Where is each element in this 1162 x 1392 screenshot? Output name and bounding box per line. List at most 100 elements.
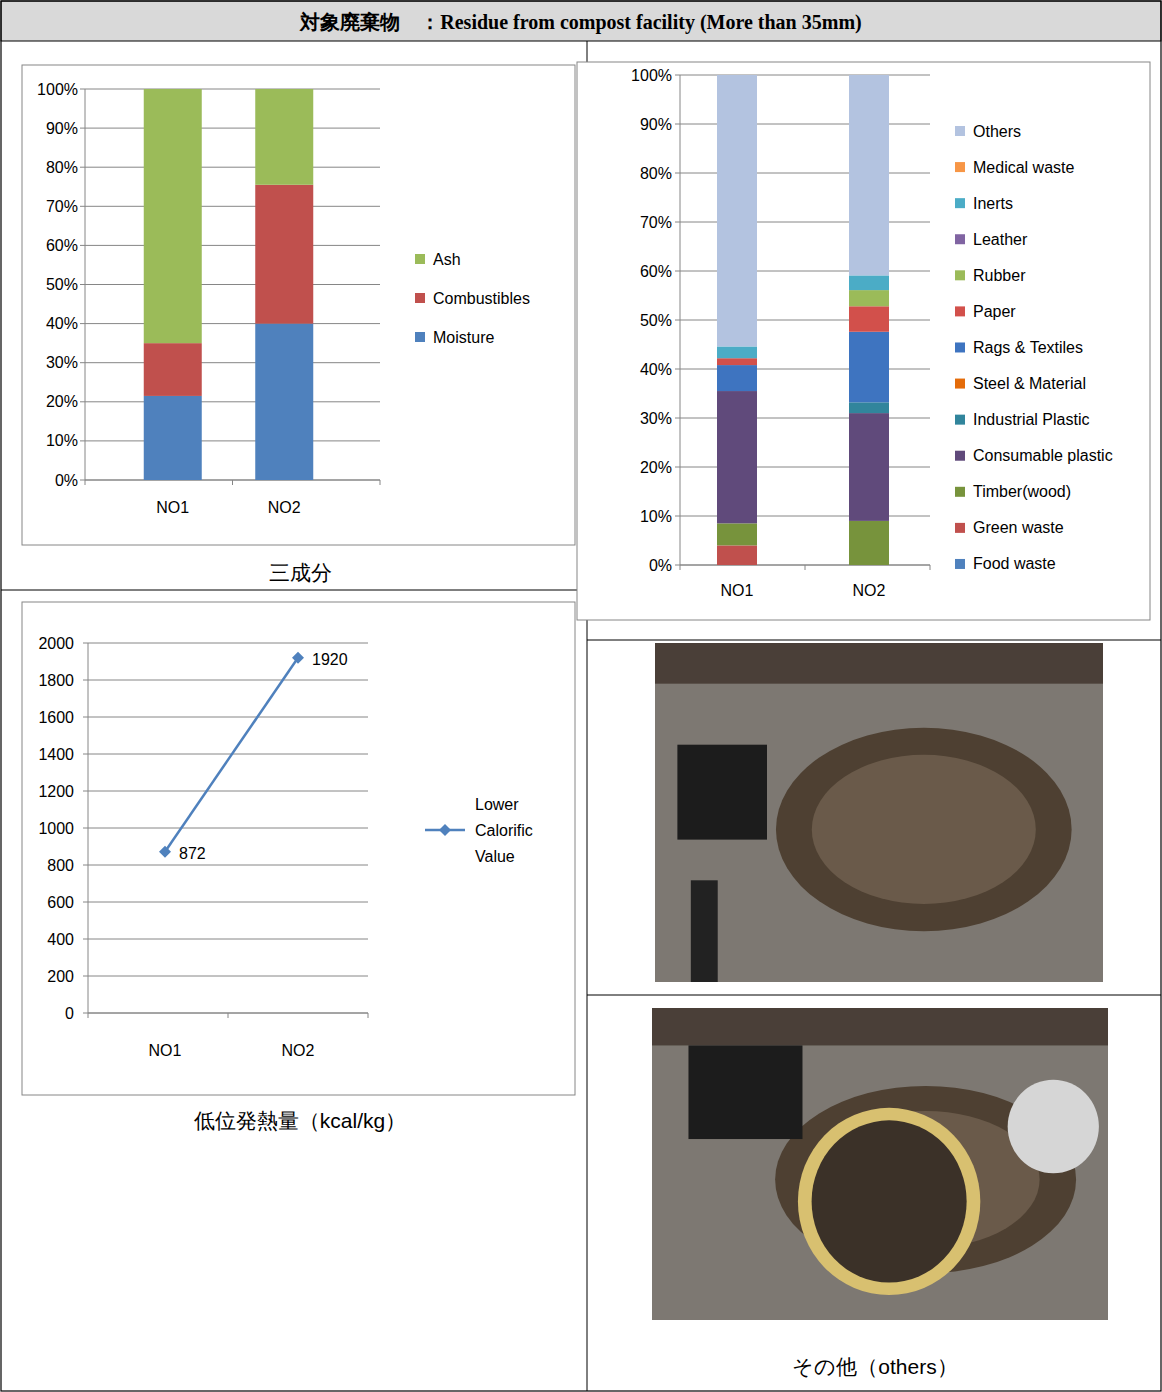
bar-segment: [144, 343, 202, 396]
data-label: 872: [179, 845, 206, 862]
legend-label: Green waste: [973, 519, 1064, 536]
bar-segment: [717, 545, 757, 565]
legend-label: LowerCalorificValue: [475, 796, 533, 865]
tick-mark: [83, 643, 88, 644]
tick-mark: [83, 976, 88, 977]
legend-swatch: [955, 523, 965, 533]
tick-mark: [675, 516, 680, 517]
tick-label: 90%: [640, 116, 672, 133]
photo-region: [652, 1008, 1108, 1045]
tick-mark: [80, 440, 85, 441]
background: [0, 0, 1162, 1392]
grid-line: [85, 167, 380, 168]
photo: [655, 643, 1103, 982]
legend-swatch: [415, 293, 425, 303]
legend-swatch: [955, 487, 965, 497]
grid-line: [88, 680, 368, 681]
legend-label: Food waste: [973, 555, 1056, 572]
tick-label: 1000: [38, 820, 74, 837]
photo-region: [677, 745, 767, 840]
chart-title: 三成分: [269, 561, 332, 584]
grid-line: [88, 939, 368, 940]
bar-segment: [849, 413, 889, 521]
marks: [717, 75, 889, 565]
photo-caption: その他（others）: [792, 1355, 957, 1378]
x-tick: [380, 480, 381, 485]
tick-label: 40%: [46, 315, 78, 332]
tick-mark: [83, 1013, 88, 1014]
legend-swatch: [955, 342, 965, 352]
tick-label: 70%: [46, 198, 78, 215]
legend-label: Ash: [433, 251, 461, 268]
bar-segment: [717, 365, 757, 391]
photo-region: [798, 1108, 980, 1295]
tick-label: 30%: [46, 354, 78, 371]
grid-line: [88, 754, 368, 755]
tick-label: 1800: [38, 672, 74, 689]
bar-segment: [717, 75, 757, 346]
tick-label: 20%: [46, 393, 78, 410]
tick-mark: [83, 717, 88, 718]
category-label: NO1: [156, 499, 189, 516]
tick-label: 100%: [37, 81, 78, 98]
bar-segment: [255, 324, 313, 480]
legend: LowerCalorificValue: [425, 796, 533, 865]
tick-mark: [675, 222, 680, 223]
bar-segment: [717, 391, 757, 523]
category-label: NO2: [282, 1042, 315, 1059]
tick-label: 30%: [640, 410, 672, 427]
bar-segment: [144, 396, 202, 480]
tick-label: 1600: [38, 709, 74, 726]
chart-area: [22, 602, 575, 1095]
tick-mark: [83, 791, 88, 792]
legend-swatch: [955, 126, 965, 136]
row-divider: [587, 640, 1161, 641]
grid-line: [85, 362, 380, 363]
chart-area: [577, 62, 1150, 620]
legend-swatch: [955, 451, 965, 461]
tick-mark: [675, 418, 680, 419]
x-tick: [680, 565, 681, 570]
x-tick: [232, 480, 233, 485]
legend-swatch: [955, 415, 965, 425]
row-divider: [587, 995, 1161, 996]
y-axis: [680, 75, 681, 565]
legend-label: Timber(wood): [973, 483, 1071, 500]
photo-region: [812, 1120, 967, 1282]
chart: 0200400600800100012001400160018002000NO1…: [22, 602, 575, 1132]
x-tick: [368, 1013, 369, 1018]
photo-ground: [652, 1008, 1108, 1320]
tick-mark: [675, 565, 680, 566]
grid-line: [85, 440, 380, 441]
bar-segment: [849, 521, 889, 565]
tick-label: 50%: [46, 276, 78, 293]
tick-mark: [675, 173, 680, 174]
x-tick: [805, 565, 806, 570]
grid-line: [88, 791, 368, 792]
category-label: NO2: [853, 582, 886, 599]
tick-mark: [83, 680, 88, 681]
x-tick: [88, 1013, 89, 1018]
photo-region: [1008, 1080, 1099, 1174]
legend-swatch: [415, 254, 425, 264]
photo-region: [812, 755, 1036, 904]
line: [165, 658, 298, 852]
grid-line: [85, 89, 380, 90]
tick-label: 70%: [640, 214, 672, 231]
tick-mark: [83, 939, 88, 940]
bar-segment: [849, 75, 889, 275]
bar-segment: [717, 358, 757, 365]
tick-mark: [80, 245, 85, 246]
chart-title: 低位発熱量（kcal/kg）: [194, 1109, 406, 1132]
header-cell: [1, 1, 1161, 41]
tick-mark: [83, 902, 88, 903]
tick-mark: [675, 124, 680, 125]
legend-label: Moisture: [433, 329, 494, 346]
tick-mark: [83, 828, 88, 829]
legend-label: Combustibles: [433, 290, 530, 307]
photo-region: [776, 728, 1072, 931]
grid-line: [88, 902, 368, 903]
bar-segment: [717, 523, 757, 545]
chart: 0%10%20%30%40%50%60%70%80%90%100%NO1NO2O…: [577, 62, 1150, 620]
legend-swatch: [955, 270, 965, 280]
